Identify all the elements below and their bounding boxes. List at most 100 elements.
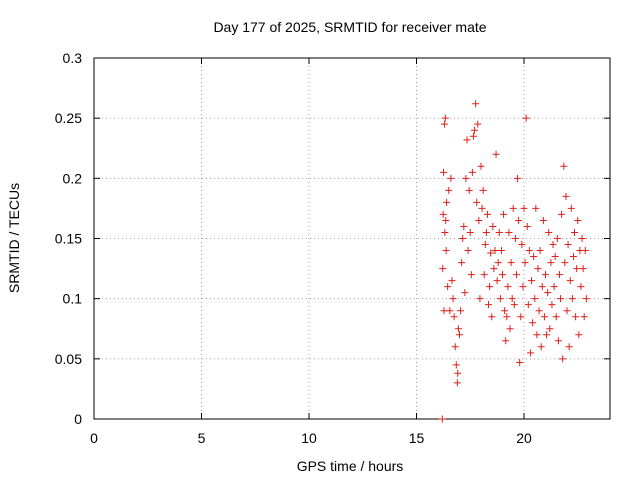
data-point	[460, 222, 468, 230]
data-point	[446, 307, 454, 315]
data-point	[504, 283, 512, 291]
data-point	[477, 162, 485, 170]
data-point	[543, 331, 551, 339]
x-axis-label: GPS time / hours	[297, 458, 404, 474]
data-point	[472, 100, 480, 108]
data-point	[491, 247, 499, 255]
data-point	[579, 265, 587, 273]
data-point	[535, 307, 543, 315]
data-point	[573, 265, 581, 273]
data-point	[459, 235, 467, 242]
data-point	[499, 271, 506, 279]
plot-frame	[93, 57, 611, 420]
data-point	[464, 247, 472, 255]
data-point	[476, 295, 484, 303]
data-point	[442, 216, 450, 224]
y-tick-label: 0	[74, 411, 82, 427]
data-point	[528, 277, 536, 285]
data-point	[439, 210, 447, 218]
data-point	[568, 295, 576, 303]
x-tick-label: 5	[198, 430, 206, 446]
data-point	[457, 307, 465, 315]
data-point	[575, 331, 583, 339]
data-point	[454, 325, 462, 333]
data-point	[445, 186, 453, 194]
data-point	[478, 204, 486, 212]
grid	[94, 58, 610, 419]
data-point	[553, 235, 561, 242]
data-point	[554, 337, 562, 345]
data-point	[467, 271, 475, 279]
data-point	[524, 301, 532, 309]
data-point	[456, 331, 463, 339]
data-point	[561, 259, 569, 267]
y-tick-label: 0.25	[55, 110, 82, 126]
data-point	[441, 114, 449, 122]
data-point	[519, 283, 527, 291]
data-point	[577, 283, 585, 291]
data-point	[546, 325, 554, 333]
data-point	[544, 289, 552, 297]
data-point	[451, 343, 459, 351]
data-point	[518, 241, 526, 249]
data-point	[479, 186, 487, 194]
data-point	[442, 247, 450, 255]
data-point	[511, 235, 519, 242]
data-point	[440, 120, 448, 128]
data-point	[483, 210, 491, 218]
data-point	[458, 259, 466, 267]
data-point	[530, 253, 538, 261]
data-point	[547, 259, 555, 267]
data-point	[444, 283, 452, 291]
data-point	[533, 331, 541, 339]
data-point	[549, 241, 557, 249]
data-point	[574, 216, 582, 224]
data-point	[525, 247, 533, 255]
x-tick-label: 10	[301, 430, 317, 446]
data-point	[463, 136, 471, 144]
data-point	[534, 265, 542, 273]
data-point	[450, 313, 458, 321]
data-point	[550, 283, 558, 291]
data-point	[569, 253, 577, 261]
y-axis-label: SRMTID / TECUs	[6, 183, 22, 293]
data-point	[495, 228, 503, 236]
data-point	[531, 295, 539, 303]
data-point	[517, 313, 525, 321]
data-point	[552, 313, 560, 321]
data-point	[474, 120, 482, 128]
data-point	[473, 198, 481, 206]
data-point	[551, 253, 559, 261]
data-point	[538, 283, 546, 291]
data-point	[475, 216, 483, 224]
data-point	[494, 259, 502, 267]
data-point	[537, 343, 545, 351]
data-point	[441, 228, 449, 236]
data-point	[454, 369, 462, 377]
data-point	[580, 313, 588, 321]
y-tick-label: 0.05	[55, 351, 82, 367]
data-point	[506, 325, 514, 333]
data-point	[461, 289, 469, 297]
data-point	[520, 204, 528, 212]
y-tick-label: 0.15	[55, 231, 82, 247]
data-point	[567, 204, 575, 212]
data-point	[545, 228, 553, 236]
data-point	[563, 307, 571, 315]
data-point	[512, 271, 520, 279]
data-point	[571, 228, 579, 236]
data-point	[578, 235, 586, 242]
data-point	[529, 319, 537, 327]
data-point	[510, 301, 518, 309]
data-point	[438, 415, 446, 423]
data-point	[562, 192, 570, 200]
data-point	[471, 126, 479, 134]
data-point	[489, 222, 497, 230]
data-point	[493, 277, 501, 285]
data-point	[468, 168, 476, 176]
data-point	[555, 271, 563, 279]
data-point	[508, 295, 516, 303]
data-point	[558, 210, 566, 218]
data-point	[448, 277, 456, 285]
